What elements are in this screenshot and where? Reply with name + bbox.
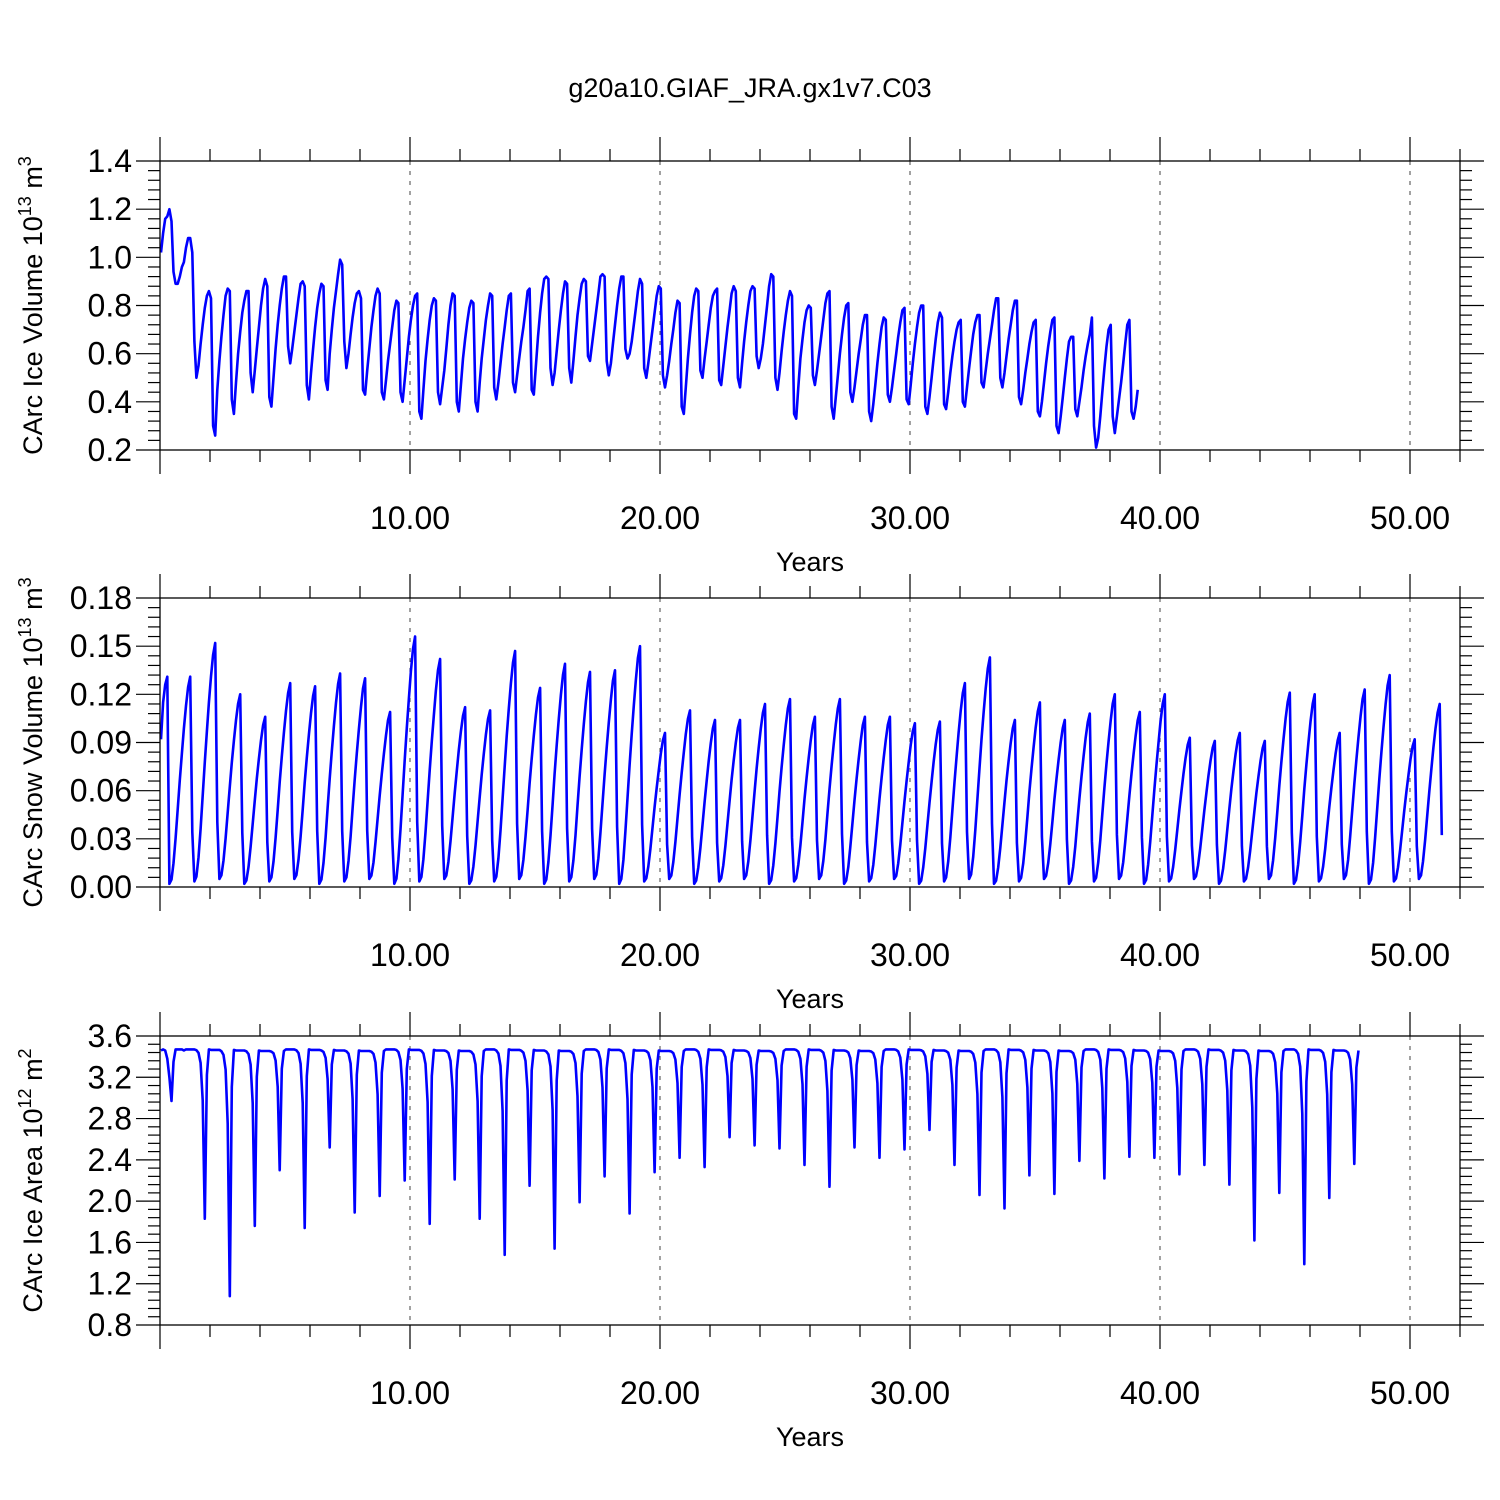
ice-volume-y-tick-label: 1.0 xyxy=(88,239,132,275)
snow-volume-x-tick-label: 10.00 xyxy=(370,937,450,973)
snow-volume-x-tick-label: 20.00 xyxy=(620,937,700,973)
ice-area-x-tick-label: 10.00 xyxy=(370,1375,450,1411)
ice-volume-y-axis-title: CArc Ice Volume 1013 m3 xyxy=(15,156,48,455)
snow-volume-panel: 0.00 0.03 0.06 0.09 0.12 0.15 0.18 10.00 20.00 30… xyxy=(15,574,1484,1014)
snow-volume-y-tick-label: 0.12 xyxy=(70,676,132,712)
ice-area-y-tick-label: 2.4 xyxy=(88,1142,132,1178)
ice-volume-x-tick-label: 50.00 xyxy=(1370,500,1450,536)
ice-volume-y-tick-label: 0.2 xyxy=(88,432,132,468)
ice-volume-y-tick-label: 0.4 xyxy=(88,384,132,420)
ice-area-x-axis-title: Years xyxy=(776,1422,844,1452)
ice-volume-y-tick-label: 1.4 xyxy=(88,143,132,179)
snow-volume-y-tick-label: 0.06 xyxy=(70,773,132,809)
snow-volume-x-tick-label: 50.00 xyxy=(1370,937,1450,973)
snow-volume-y-tick-label: 0.15 xyxy=(70,628,132,664)
figure-title: g20a10.GIAF_JRA.gx1v7.C03 xyxy=(568,73,931,103)
ice-volume-x-tick-label: 10.00 xyxy=(370,500,450,536)
snow-volume-y-tick-label: 0.00 xyxy=(70,869,132,905)
ice-area-series-line xyxy=(160,1048,1360,1298)
ice-volume-x-tick-label: 30.00 xyxy=(870,500,950,536)
ice-area-y-tick-label: 2.0 xyxy=(88,1183,132,1219)
ice-volume-series-line xyxy=(159,207,1139,449)
ice-area-y-tick-label: 3.2 xyxy=(88,1059,132,1095)
ice-area-x-tick-label: 20.00 xyxy=(620,1375,700,1411)
snow-volume-x-axis-title: Years xyxy=(776,984,844,1014)
ice-volume-x-axis-title: Years xyxy=(776,547,844,577)
snow-volume-y-tick-label: 0.18 xyxy=(70,580,132,616)
ice-area-y-tick-label: 2.8 xyxy=(88,1101,132,1137)
ice-volume-y-tick-label: 0.8 xyxy=(88,288,132,324)
ice-area-y-tick-label: 3.6 xyxy=(88,1018,132,1054)
ice-volume-y-tick-label: 1.2 xyxy=(88,191,132,227)
ice-volume-panel: 0.2 0.4 0.6 0.8 1.0 1.2 1.4 10.00 20.00 30.00 40.0… xyxy=(15,137,1484,577)
snow-volume-y-tick-label: 0.09 xyxy=(70,725,132,761)
snow-volume-y-axis-title: CArc Snow Volume 1013 m3 xyxy=(15,577,48,907)
ice-volume-y-tick-label: 0.6 xyxy=(88,336,132,372)
ice-area-x-tick-label: 40.00 xyxy=(1120,1375,1200,1411)
ice-area-panel: 0.8 1.2 1.6 2.0 2.4 2.8 3.2 3.6 10.00 20.00 30.00 4… xyxy=(15,1012,1484,1452)
ice-area-y-axis-title: CArc Ice Area 1012 m2 xyxy=(15,1048,48,1312)
ice-area-y-tick-label: 1.6 xyxy=(88,1224,132,1260)
ice-volume-x-tick-label: 20.00 xyxy=(620,500,700,536)
snow-volume-x-tick-label: 40.00 xyxy=(1120,937,1200,973)
ice-area-y-tick-label: 1.2 xyxy=(88,1266,132,1302)
snow-volume-x-tick-label: 30.00 xyxy=(870,937,950,973)
ice-area-x-tick-label: 50.00 xyxy=(1370,1375,1450,1411)
snow-volume-series-line xyxy=(159,635,1444,886)
ice-area-x-tick-label: 30.00 xyxy=(870,1375,950,1411)
snow-volume-y-tick-label: 0.03 xyxy=(70,821,132,857)
ice-area-y-tick-label: 0.8 xyxy=(88,1307,132,1343)
ice-volume-x-tick-label: 40.00 xyxy=(1120,500,1200,536)
